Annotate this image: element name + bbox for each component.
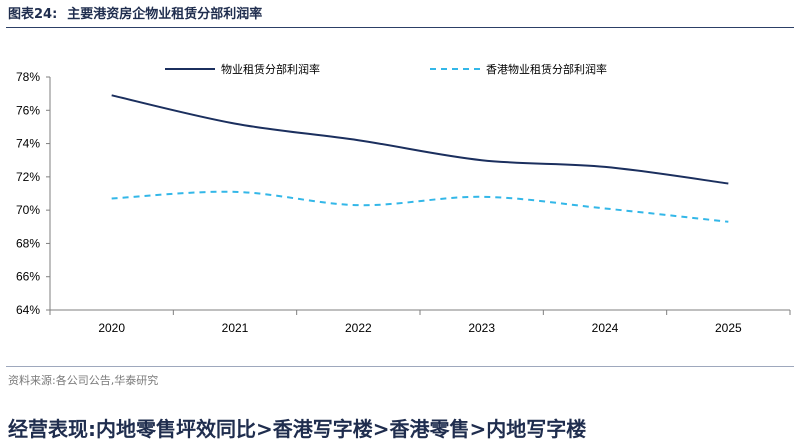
series-line-2 [111,190,729,223]
figure-label: 图表24: [8,7,58,22]
legend-label-1: 物业租赁分部利润率 [221,62,320,76]
y-tick-label: 72% [16,170,40,184]
y-tick-label: 76% [16,103,40,117]
figure-title: 图表24: 主要港资房企物业租赁分部利润率 [8,4,262,26]
x-tick-label: 2024 [592,321,619,335]
legend-label-2: 香港物业租赁分部利润率 [486,62,607,76]
source-divider [6,366,794,367]
title-divider [6,27,794,28]
line-chart: 64% 66% 68% 70% 72% 74% 76% 78% 2020 2021 2022 2023… [16,62,791,335]
series-line-1 [111,94,729,185]
figure-title-text: 主要港资房企物业租赁分部利润率 [67,7,263,22]
x-tick-label: 2020 [98,321,125,335]
chart-legend: 物业租赁分部利润率 香港物业租赁分部利润率 [165,62,607,76]
x-tick-label: 2023 [468,321,495,335]
section-heading: 经营表现:内地零售坪效同比>香港写字楼>香港零售>内地写字楼 [8,417,587,441]
y-tick-label: 70% [16,203,40,217]
chart-series [111,94,729,223]
y-tick-label: 64% [16,303,40,317]
x-tick-label: 2025 [715,321,742,335]
x-tick-label: 2022 [345,321,372,335]
y-tick-label: 74% [16,137,40,151]
chart-axes: 64% 66% 68% 70% 72% 74% 76% 78% 2020 2021 2022 2023… [16,70,791,335]
source-note: 资料来源:各公司公告,华泰研究 [8,374,159,387]
y-tick-label: 68% [16,236,40,250]
y-tick-label: 78% [16,70,40,84]
y-tick-label: 66% [16,270,40,284]
x-tick-label: 2021 [222,321,249,335]
